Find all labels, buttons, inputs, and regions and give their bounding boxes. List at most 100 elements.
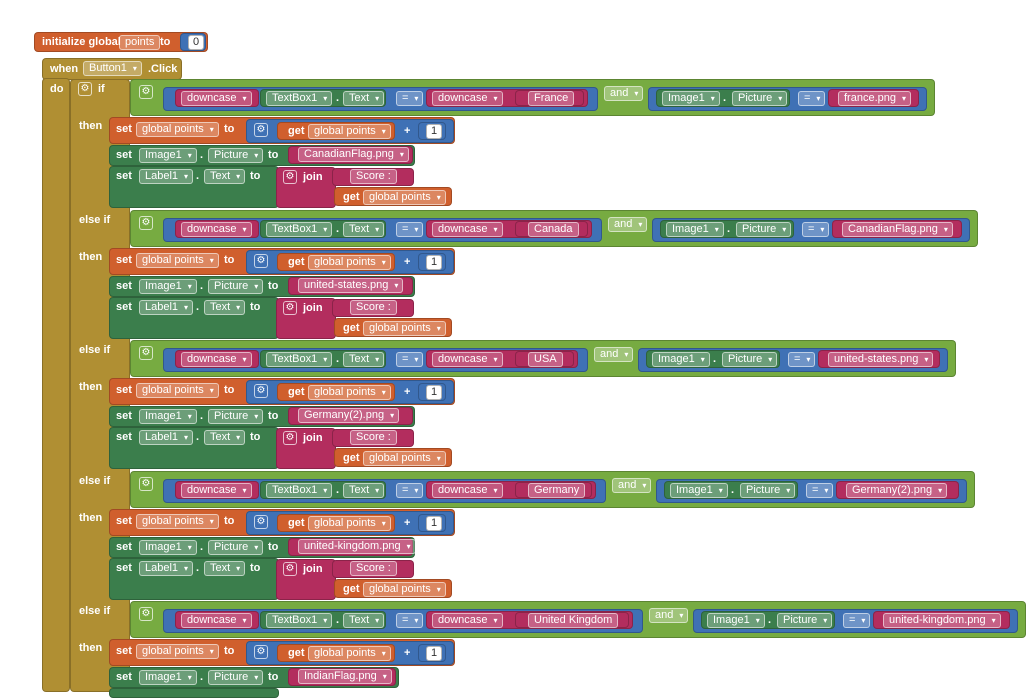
downcase-dropdown[interactable]: downcase — [181, 222, 252, 237]
mutator-gear-icon[interactable]: ⚙ — [254, 515, 268, 529]
score-text-field[interactable]: Score : — [350, 561, 397, 576]
mutator-gear-icon[interactable]: ⚙ — [283, 301, 297, 315]
property-dropdown-picture[interactable]: Picture — [208, 540, 264, 555]
mutator-gear-icon[interactable]: ⚙ — [78, 82, 92, 96]
property-dropdown-picture[interactable]: Picture — [740, 483, 796, 498]
variable-dropdown-global-points[interactable]: global points — [308, 646, 391, 661]
mutator-gear-icon[interactable]: ⚙ — [254, 123, 268, 137]
equals-dropdown[interactable]: = — [843, 613, 871, 628]
component-dropdown-image1[interactable]: Image1 — [670, 483, 728, 498]
property-dropdown-picture[interactable]: Picture — [208, 409, 264, 424]
property-dropdown-text[interactable]: Text — [343, 483, 385, 498]
downcase-dropdown[interactable]: downcase — [181, 352, 252, 367]
mutator-gear-icon[interactable]: ⚙ — [254, 645, 268, 659]
number-value[interactable]: 1 — [426, 124, 443, 139]
next-image-text-field[interactable]: united-states.png — [298, 278, 404, 293]
downcase-dropdown[interactable]: downcase — [432, 483, 503, 498]
component-dropdown-image1[interactable]: Image1 — [139, 540, 197, 555]
mutator-gear-icon[interactable]: ⚙ — [139, 477, 153, 491]
equals-dropdown[interactable]: = — [396, 483, 424, 498]
and-dropdown[interactable]: and — [604, 86, 644, 101]
mutator-gear-icon[interactable]: ⚙ — [254, 384, 268, 398]
downcase-dropdown[interactable]: downcase — [181, 483, 252, 498]
check-image-text-field[interactable]: united-states.png — [828, 352, 934, 367]
property-dropdown-text[interactable]: Text — [343, 91, 385, 106]
property-dropdown-picture[interactable]: Picture — [722, 352, 778, 367]
component-dropdown-image1[interactable]: Image1 — [139, 279, 197, 294]
next-image-text-field[interactable]: Germany(2).png — [298, 408, 400, 423]
property-dropdown-text[interactable]: Text — [343, 613, 385, 628]
equals-dropdown[interactable]: = — [396, 91, 424, 106]
check-image-text-field[interactable]: CanadianFlag.png — [842, 222, 953, 237]
component-dropdown-label1[interactable]: Label1 — [139, 169, 194, 184]
score-text-field[interactable]: Score : — [350, 300, 397, 315]
check-image-text-field[interactable]: france.png — [838, 91, 911, 106]
variable-dropdown-global-points[interactable]: global points — [363, 321, 446, 336]
country-text-field[interactable]: Canada — [528, 222, 579, 237]
number-value[interactable]: 1 — [426, 646, 443, 661]
set-label-text-block[interactable] — [109, 558, 279, 600]
and-dropdown[interactable]: and — [612, 478, 652, 493]
check-image-text-field[interactable]: united-kingdom.png — [883, 613, 1001, 628]
component-dropdown-image1[interactable]: Image1 — [662, 91, 720, 106]
country-text-field[interactable]: France — [528, 91, 575, 106]
component-dropdown-button1[interactable]: Button1 — [83, 61, 142, 76]
component-dropdown-label1[interactable]: Label1 — [139, 561, 194, 576]
mutator-gear-icon[interactable]: ⚙ — [283, 562, 297, 576]
set-label-text-block[interactable] — [109, 688, 279, 698]
property-dropdown-text[interactable]: Text — [204, 300, 246, 315]
variable-dropdown-global-points[interactable]: global points — [136, 253, 219, 268]
component-dropdown-textbox1[interactable]: TextBox1 — [266, 91, 333, 106]
variable-dropdown-global-points[interactable]: global points — [363, 582, 446, 597]
set-label-text-block[interactable] — [109, 166, 279, 208]
property-dropdown-picture[interactable]: Picture — [732, 91, 788, 106]
downcase-dropdown[interactable]: downcase — [432, 91, 503, 106]
variable-dropdown-global-points[interactable]: global points — [136, 514, 219, 529]
and-dropdown[interactable]: and — [608, 217, 648, 232]
component-dropdown-textbox1[interactable]: TextBox1 — [266, 352, 333, 367]
component-dropdown-image1[interactable]: Image1 — [139, 148, 197, 163]
property-dropdown-text[interactable]: Text — [204, 430, 246, 445]
mutator-gear-icon[interactable]: ⚙ — [283, 431, 297, 445]
equals-dropdown[interactable]: = — [788, 352, 816, 367]
equals-dropdown[interactable]: = — [396, 352, 424, 367]
component-dropdown-label1[interactable]: Label1 — [139, 430, 194, 445]
component-dropdown-image1[interactable]: Image1 — [666, 222, 724, 237]
next-image-text-field[interactable]: IndianFlag.png — [298, 669, 392, 684]
mutator-gear-icon[interactable]: ⚙ — [139, 85, 153, 99]
variable-dropdown-global-points[interactable]: global points — [308, 385, 391, 400]
component-dropdown-textbox1[interactable]: TextBox1 — [266, 613, 333, 628]
property-dropdown-text[interactable]: Text — [204, 561, 246, 576]
check-image-text-field[interactable]: Germany(2).png — [846, 483, 948, 498]
score-text-field[interactable]: Score : — [350, 169, 397, 184]
number-value[interactable]: 0 — [188, 35, 205, 50]
variable-dropdown-global-points[interactable]: global points — [308, 255, 391, 270]
variable-dropdown-global-points[interactable]: global points — [136, 383, 219, 398]
initialize-global-block[interactable] — [34, 32, 208, 52]
variable-dropdown-global-points[interactable]: global points — [363, 190, 446, 205]
component-dropdown-label1[interactable]: Label1 — [139, 300, 194, 315]
number-value[interactable]: 1 — [426, 385, 443, 400]
equals-dropdown[interactable]: = — [806, 483, 834, 498]
score-text-field[interactable]: Score : — [350, 430, 397, 445]
next-image-text-field[interactable]: united-kingdom.png — [298, 539, 416, 554]
variable-dropdown-global-points[interactable]: global points — [136, 644, 219, 659]
mutator-gear-icon[interactable]: ⚙ — [139, 346, 153, 360]
number-value[interactable]: 1 — [426, 255, 443, 270]
component-dropdown-image1[interactable]: Image1 — [652, 352, 710, 367]
property-dropdown-text[interactable]: Text — [343, 222, 385, 237]
downcase-dropdown[interactable]: downcase — [181, 91, 252, 106]
equals-dropdown[interactable]: = — [798, 91, 826, 106]
equals-dropdown[interactable]: = — [396, 613, 424, 628]
property-dropdown-picture[interactable]: Picture — [208, 670, 264, 685]
component-dropdown-image1[interactable]: Image1 — [707, 613, 765, 628]
number-value[interactable]: 1 — [426, 516, 443, 531]
component-dropdown-textbox1[interactable]: TextBox1 — [266, 222, 333, 237]
and-dropdown[interactable]: and — [649, 608, 689, 623]
country-text-field[interactable]: USA — [528, 352, 563, 367]
global-var-name-field[interactable]: points — [119, 35, 161, 50]
variable-dropdown-global-points[interactable]: global points — [308, 516, 391, 531]
mutator-gear-icon[interactable]: ⚙ — [283, 170, 297, 184]
mutator-gear-icon[interactable]: ⚙ — [139, 607, 153, 621]
